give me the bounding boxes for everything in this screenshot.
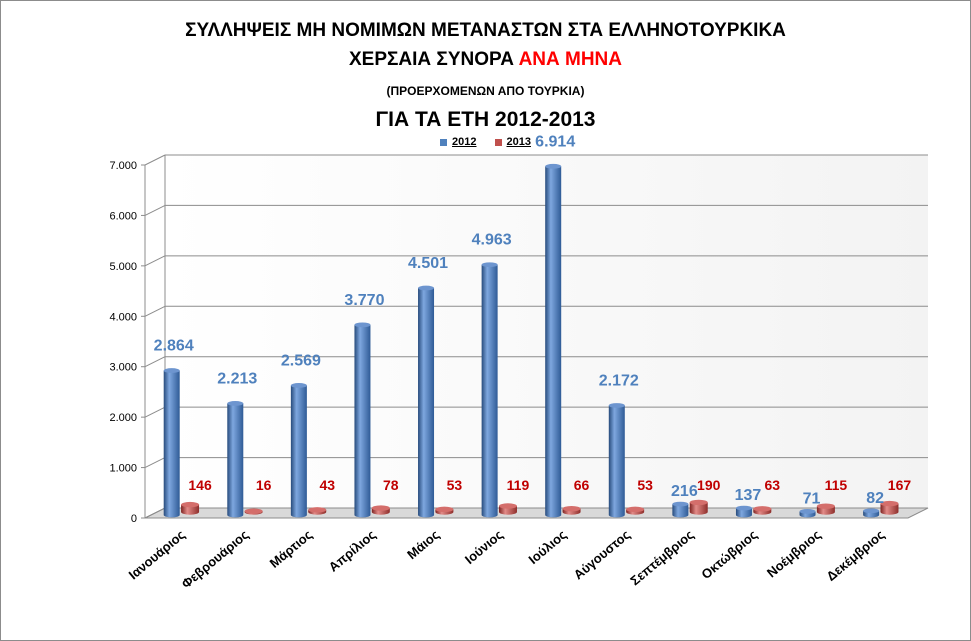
x-tick-label: Ιούλιος	[526, 527, 570, 567]
chart-title-line2-main: ΧΕΡΣΑΙΑ ΣΥΝΟΡΑ	[349, 49, 514, 70]
bar-2013	[308, 507, 327, 515]
chart-title-line2: ΧΕΡΣΑΙΑ ΣΥΝΟΡΑ ΑΝΑ ΜΗΝΑ	[0, 49, 971, 71]
bar-2012	[672, 501, 689, 518]
bar-2013	[689, 499, 708, 515]
bar-2012	[290, 383, 307, 518]
data-label-2012: 71	[803, 490, 821, 507]
legend-label-2012: 2012	[452, 136, 477, 148]
bar-2012	[418, 285, 435, 518]
bar-2013	[435, 506, 454, 515]
data-label-2013: 53	[447, 477, 463, 493]
data-label-2012: 82	[866, 490, 884, 507]
data-label-2012: 2.864	[154, 338, 194, 355]
bar-2012	[354, 322, 371, 518]
bar-2013	[181, 501, 200, 515]
data-label-2012: 2.172	[599, 372, 639, 389]
legend-label-2013: 2013	[506, 136, 531, 148]
data-label-2013: 146	[188, 477, 212, 493]
gridline-side	[144, 204, 166, 216]
bar-2012	[799, 509, 816, 518]
y-tick-label: 0	[131, 513, 137, 525]
y-tick-label: 4.000	[109, 311, 137, 323]
x-tick-label: Ιούνιος	[462, 527, 506, 567]
data-label-2013: 167	[888, 477, 912, 493]
bar-2013	[244, 508, 263, 515]
data-label-2013: 190	[697, 477, 721, 493]
bar-2012	[163, 368, 180, 518]
data-label-2013: 43	[319, 477, 335, 493]
x-tick-label: Ιανουάριος	[126, 527, 188, 583]
x-tick-label: Φεβρουάριος	[179, 527, 252, 592]
bar-2013	[753, 506, 772, 515]
bar-2013	[371, 505, 390, 515]
x-tick-label: Οκτώβριος	[698, 527, 760, 582]
bar-2012	[545, 163, 562, 518]
gridline-side	[144, 305, 166, 317]
legend-item-2012: 2012	[440, 136, 477, 148]
x-tick-label: Νοέμβριος	[764, 527, 824, 581]
y-tick-label: 7.000	[109, 160, 137, 172]
data-label-2012: 2.569	[281, 352, 321, 369]
chart-subtitle: (ΠΡΟΕΡΧΟΜΕΝΩΝ ΑΠΟ ΤΟΥΡΚΙΑ)	[386, 84, 585, 98]
data-label-2013: 115	[825, 477, 848, 493]
data-label-2012: 216	[671, 483, 698, 500]
data-label-2013: 53	[637, 477, 653, 493]
bar-2013	[562, 505, 581, 515]
bar-2013	[498, 503, 517, 515]
gridline-side	[144, 457, 166, 469]
data-label-2012: 137	[735, 487, 762, 504]
y-tick-label: 1.000	[109, 463, 137, 475]
x-tick-label: Μάιος	[404, 527, 442, 563]
bar-2012	[735, 505, 752, 518]
data-label-2013: 16	[256, 477, 272, 493]
y-tick-label: 2.000	[109, 412, 137, 424]
chart-title-accent: ΑΝΑ ΜΗΝΑ	[518, 49, 622, 70]
gridline-side	[144, 154, 166, 166]
data-label-2013: 66	[574, 477, 590, 493]
data-label-2012: 2.213	[217, 370, 257, 387]
legend-swatch-2012	[440, 138, 448, 146]
y-tick-label: 5.000	[109, 261, 137, 273]
bar-2013	[626, 506, 645, 515]
bar-2012	[227, 401, 244, 518]
chart-legend: 2012 2013	[0, 136, 971, 148]
data-label-2012: 4.501	[408, 255, 448, 272]
y-tick-label: 6.000	[109, 210, 137, 222]
gridline-side	[144, 255, 166, 267]
gridline-side	[144, 406, 166, 418]
chart-title-line1: ΣΥΛΛΗΨΕΙΣ ΜΗ ΝΟΜΙΜΩΝ ΜΕΤΑΝΑΣΤΩΝ ΣΤΑ ΕΛΛΗ…	[185, 20, 786, 41]
legend-swatch-2013	[494, 138, 502, 146]
x-tick-label: Αύγουστος	[571, 527, 633, 583]
chart-title-years: ΓΙΑ ΤΑ ΕΤΗ 2012-2013	[375, 108, 596, 131]
data-label-2012: 4.963	[472, 232, 512, 249]
gridline-side	[144, 507, 166, 519]
x-tick-label: Δεκέμβριος	[823, 527, 887, 584]
data-label-2013: 63	[765, 477, 781, 493]
data-label-2012: 3.770	[344, 292, 384, 309]
bar-2012	[481, 262, 498, 518]
gridline-side	[144, 356, 166, 368]
bar-2013	[816, 503, 835, 515]
data-label-2012: 6.914	[535, 133, 575, 150]
bar-2012	[608, 403, 625, 518]
x-tick-label: Μάρτιος	[267, 527, 316, 571]
bar-2012	[863, 508, 880, 518]
data-label-2013: 119	[507, 477, 530, 493]
x-tick-label: Απρίλιος	[326, 527, 379, 575]
y-tick-label: 3.000	[109, 362, 137, 374]
legend-item-2013: 2013	[494, 136, 531, 148]
x-tick-label: Σεπτέμβριος	[627, 527, 696, 589]
bar-2013	[880, 500, 899, 515]
data-label-2013: 78	[383, 477, 399, 493]
